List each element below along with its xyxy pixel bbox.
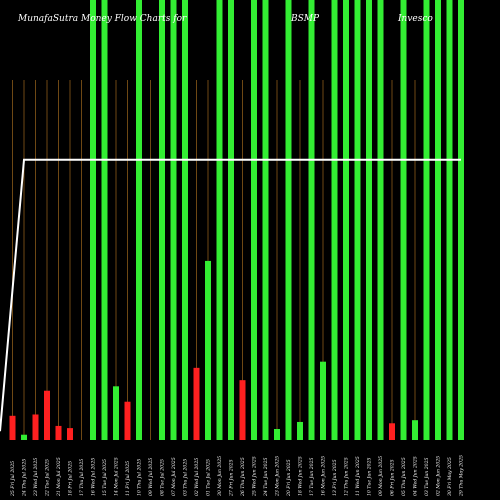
bar xyxy=(90,0,96,440)
bar xyxy=(124,401,131,440)
bar xyxy=(377,0,384,440)
x-tick-label: 20 Fri Jun 2025 xyxy=(286,459,292,497)
x-tick-label: 09 Wed Jul 2025 xyxy=(148,458,154,496)
bar xyxy=(389,423,395,440)
x-tick-label: 09 Mon Jun 2025 xyxy=(378,456,384,496)
bar xyxy=(136,0,142,440)
bar xyxy=(193,367,200,440)
x-tick-label: 15 Tue Jul 2025 xyxy=(102,459,108,496)
x-tick-label: 03 Tue Jun 2025 xyxy=(424,458,430,496)
bar xyxy=(446,0,453,440)
x-tick-label: 25 Fri Jul 2025 xyxy=(10,461,16,497)
bar xyxy=(9,415,16,440)
x-tick-label: 27 Fri Jun 2025 xyxy=(229,459,235,497)
x-tick-label: 25 Wed Jun 2025 xyxy=(252,456,258,497)
bar xyxy=(251,0,257,440)
bar xyxy=(285,0,292,440)
bar xyxy=(228,0,234,440)
x-tick-label: 30 Mon Jun 2025 xyxy=(217,456,223,496)
bar xyxy=(423,0,430,440)
flow-line-path xyxy=(0,158,461,432)
x-tick-label: 26 Thu Jun 2025 xyxy=(240,457,246,497)
flow-line xyxy=(0,158,461,432)
x-tick-label: 07 Mon Jul 2025 xyxy=(171,457,177,496)
bar xyxy=(343,0,349,440)
bar xyxy=(262,0,269,440)
bar xyxy=(216,0,223,440)
bar xyxy=(101,0,108,440)
x-tick-label: 18 Wed Jun 2025 xyxy=(298,456,304,496)
x-tick-label: 01 Tue Jul 2025 xyxy=(206,459,212,496)
chart-title: MunafaSutra Money Flow Charts for BSMP I… xyxy=(17,14,433,24)
x-tick-label: 18 Fri Jul 2025 xyxy=(68,461,74,496)
x-tick-label: 08 Tue Jul 2025 xyxy=(160,459,166,496)
x-tick-label: 10 Tue Jun 2025 xyxy=(367,458,373,496)
x-tick-label: 23 Mon Jun 2025 xyxy=(275,456,281,497)
bar xyxy=(205,260,211,440)
x-tick-label: 30 Fri May 2025 xyxy=(447,457,453,496)
x-tick-label: 17 Thu Jul 2025 xyxy=(79,459,85,496)
x-tick-label: 21 Mon Jul 2025 xyxy=(56,457,62,497)
bar xyxy=(320,361,326,440)
bar xyxy=(354,0,361,440)
bar xyxy=(239,380,246,440)
bar xyxy=(435,0,441,440)
x-tick-labels: 25 Fri Jul 2025 24 Thu Jul 2025 23 Wed Jul… xyxy=(10,455,465,497)
bar xyxy=(44,390,50,440)
bars xyxy=(9,0,464,440)
bar xyxy=(159,0,165,440)
bar xyxy=(366,0,372,440)
x-tick-label: 02 Mon Jun 2025 xyxy=(436,456,442,496)
x-tick-label: 29 Thu May 2025 xyxy=(459,455,465,497)
bar xyxy=(32,414,39,440)
x-tick-label: 17 Tue Jun 2025 xyxy=(309,458,315,496)
x-tick-label: 14 Mon Jul 2025 xyxy=(114,457,120,496)
bar xyxy=(412,420,418,440)
x-tick-label: 23 Wed Jul 2025 xyxy=(33,458,39,497)
x-tick-label: 12 Thu Jun 2025 xyxy=(344,457,350,496)
bar xyxy=(458,0,464,440)
x-tick-label: 02 Wed Jul 2025 xyxy=(194,458,200,496)
x-tick-label: 13 Fri Jun 2025 xyxy=(332,459,338,496)
bar xyxy=(308,0,315,440)
bar xyxy=(331,0,338,440)
bar xyxy=(113,386,119,440)
title-right: Invesco xyxy=(397,14,433,24)
x-tick-label: 10 Thu Jul 2025 xyxy=(137,459,143,496)
x-tick-label: 11 Wed Jun 2025 xyxy=(355,456,361,496)
bar xyxy=(297,421,303,440)
bar xyxy=(400,0,407,440)
x-tick-label: 24 Thu Jul 2025 xyxy=(22,459,28,497)
x-tick-label: 06 Fri Jun 2025 xyxy=(390,459,396,496)
bar xyxy=(274,429,280,440)
x-tick-label: 24 Tue Jun 2025 xyxy=(263,458,269,497)
bar xyxy=(182,0,188,440)
x-tick-label: 11 Fri Jul 2025 xyxy=(125,461,131,496)
title-ticker: BSMP xyxy=(290,14,320,24)
bar xyxy=(67,428,73,440)
x-tick-label: 22 Tue Jul 2025 xyxy=(45,459,51,497)
title-left: MunafaSutra Money Flow Charts for xyxy=(17,14,187,24)
bar xyxy=(21,434,27,440)
bar xyxy=(55,425,62,440)
x-tick-label: 03 Thu Jul 2025 xyxy=(183,459,189,496)
x-tick-label: 16 Wed Jul 2025 xyxy=(91,458,97,496)
x-tick-label: 16 Mon Jun 2025 xyxy=(321,456,327,496)
x-tick-label: 05 Thu Jun 2025 xyxy=(401,457,407,496)
bar xyxy=(170,0,177,440)
x-tick-label: 04 Wed Jun 2025 xyxy=(413,456,419,496)
